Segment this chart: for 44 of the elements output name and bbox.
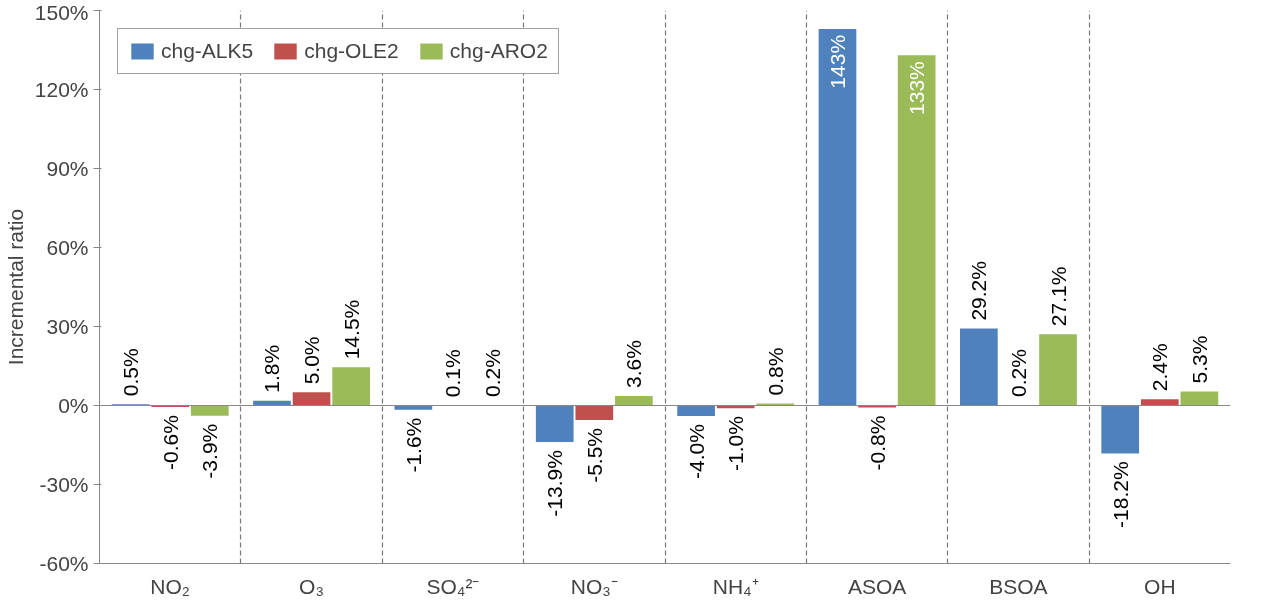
x-tick-label: OH: [1144, 574, 1176, 598]
y-tick-label: 60%: [46, 236, 89, 259]
data-label: 0.1%: [441, 349, 465, 398]
y-tick-label: 30%: [46, 315, 89, 338]
data-label: 0.5%: [119, 348, 143, 397]
x-tick-label: NO₃⁻: [570, 574, 618, 598]
data-label: 133%: [905, 61, 929, 115]
data-label: -0.6%: [158, 415, 182, 470]
y-tick-label: 90%: [46, 157, 89, 180]
y-tick-label: 0%: [58, 394, 89, 417]
data-label: 27.1%: [1046, 266, 1070, 327]
y-axis-title: Incremental ratio: [3, 208, 27, 366]
x-tick-label: BSOA: [989, 574, 1048, 598]
data-label: -5.5%: [582, 427, 606, 483]
data-label: 14.5%: [339, 299, 363, 360]
data-label: -1.0%: [724, 416, 748, 471]
data-label: -18.2%: [1108, 461, 1132, 528]
data-label: 1.8%: [260, 344, 284, 393]
data-label: -13.9%: [543, 450, 567, 517]
data-label: -4.0%: [684, 424, 708, 479]
legend-label: chg-ARO2: [449, 39, 548, 63]
x-tick-label: SO₄²⁻: [426, 574, 480, 598]
x-tick-label: NO₂: [150, 574, 191, 598]
x-tick-label: O₃: [299, 574, 325, 598]
data-label: 0.2%: [481, 349, 505, 397]
x-tick-label: ASOA: [847, 574, 907, 598]
data-label: 29.2%: [967, 261, 991, 321]
legend-label: chg-OLE2: [304, 39, 399, 63]
data-label: 0.2%: [1006, 349, 1030, 397]
data-label: 0.8%: [763, 347, 787, 396]
data-label: 143%: [825, 34, 849, 89]
data-label: -1.6%: [401, 417, 425, 473]
legend-label: chg-ALK5: [161, 39, 254, 63]
y-tick-label: -60%: [39, 552, 89, 575]
y-tick-label: 150%: [34, 0, 89, 24]
x-tick-label: NH₄⁺: [712, 574, 759, 598]
data-label: -0.8%: [865, 415, 889, 471]
data-label: 5.0%: [300, 336, 324, 385]
data-label: 5.3%: [1187, 335, 1211, 384]
data-label: 3.6%: [622, 340, 646, 389]
y-tick-label: -30%: [39, 473, 89, 496]
data-label: 2.4%: [1148, 343, 1172, 392]
data-label: -3.9%: [198, 423, 222, 479]
y-tick-label: 120%: [34, 78, 89, 101]
